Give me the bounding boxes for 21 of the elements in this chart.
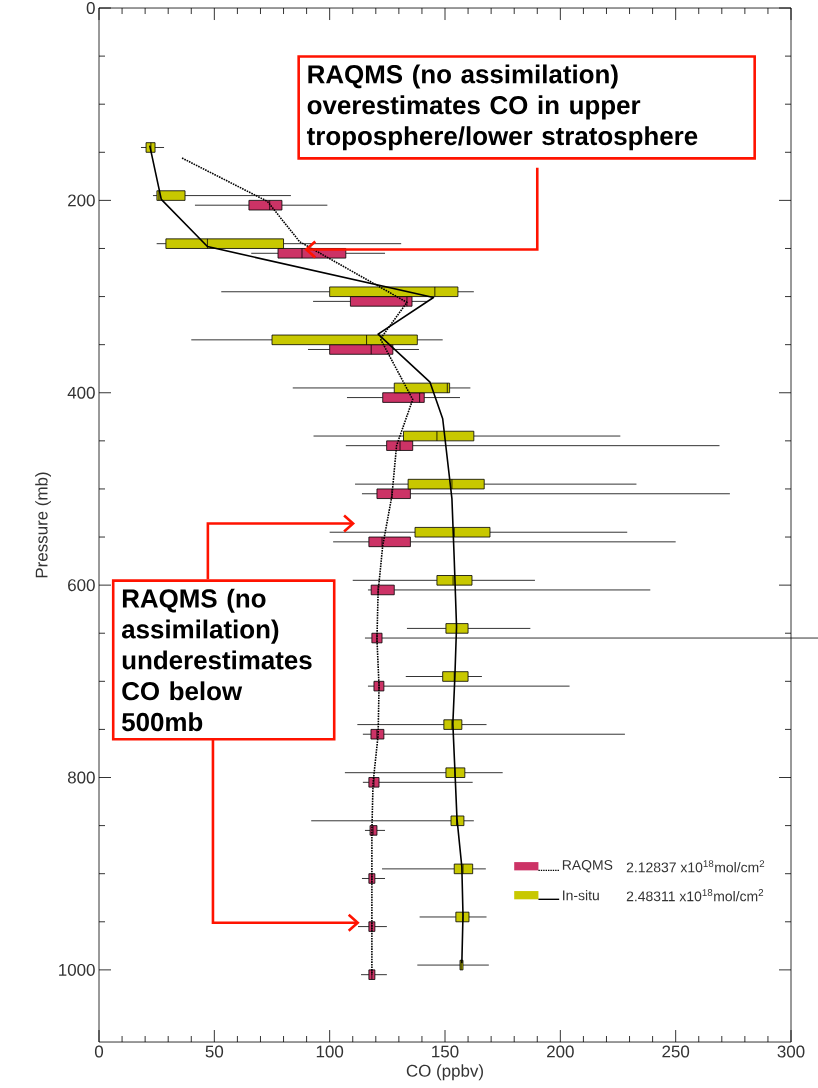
- x-axis-title: CO (ppbv): [406, 1064, 483, 1081]
- x-tick-label: 0: [94, 1045, 104, 1058]
- annotation: 2.12837 x10$^{18}$mol/cm$^{2}$: [626, 860, 765, 873]
- legend-label: RAQMS: [562, 860, 613, 873]
- y-tick-label: 800: [67, 771, 95, 784]
- y-axis-title: Pressure (mb): [35, 472, 51, 578]
- x-tick-label: 150: [432, 1045, 459, 1058]
- annotation: 2.48311 x10$^{18}$mol/cm$^{2}$: [626, 889, 764, 902]
- x-tick-label: 200: [547, 1045, 574, 1058]
- annotation: RAQMS (no assimilation) overestimates CO in upper troposphere/lower stratosphere: [306, 64, 698, 151]
- y-tick-label: 0: [86, 2, 95, 15]
- x-tick-label: 250: [662, 1045, 690, 1058]
- y-tick-label: 200: [68, 194, 95, 207]
- legend-label: In-situ: [563, 890, 599, 901]
- x-tick-label: 100: [316, 1045, 344, 1058]
- x-tick-label: 50: [205, 1045, 224, 1058]
- annotation: RAQMS (no assimilation) underestimates CO below 500mb: [121, 588, 312, 732]
- y-tick-label: 400: [67, 386, 95, 399]
- x-tick-label: 300: [777, 1045, 805, 1058]
- y-tick-label: 600: [68, 579, 95, 592]
- y-tick-label: 1000: [59, 963, 95, 976]
